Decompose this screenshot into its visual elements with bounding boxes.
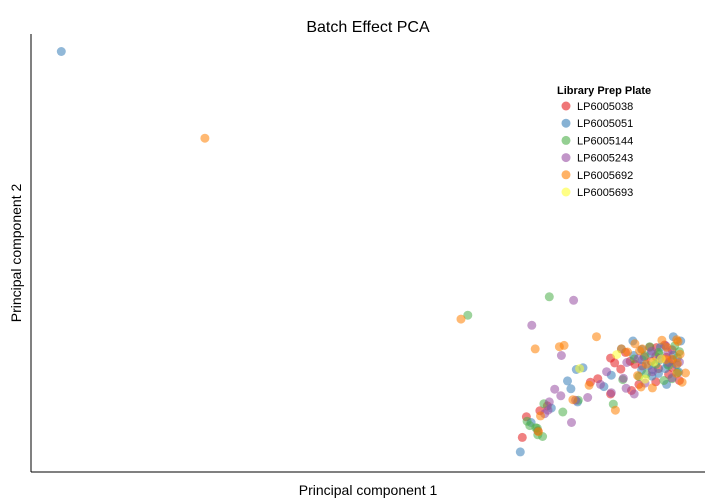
- legend-swatch-LP6005243: [561, 153, 571, 163]
- data-point-LP6005692-25: [610, 405, 620, 415]
- data-point-LP6005243-23: [621, 383, 631, 393]
- data-point-LP6005243-5: [544, 397, 554, 407]
- data-points: [56, 47, 690, 457]
- data-point-LP6005243-27: [543, 405, 553, 415]
- x-axis-label: Principal component 1: [299, 482, 438, 498]
- data-point-LP6005692-23: [635, 346, 645, 356]
- data-point-LP6005243-17: [629, 389, 639, 399]
- legend-item-LP6005692: LP6005692: [561, 170, 633, 182]
- data-point-LP6005243-8: [583, 393, 593, 402]
- data-point-LP6005692-16: [633, 371, 643, 381]
- legend-swatch-LP6005051: [561, 118, 571, 128]
- data-point-LP6005051-28: [515, 447, 525, 457]
- data-point-LP6005692-7: [630, 339, 640, 349]
- legend-label-LP6005692: LP6005692: [577, 170, 633, 182]
- data-point-LP6005144-15: [659, 376, 669, 385]
- data-point-LP6005243-22: [567, 418, 576, 427]
- data-point-LP6005038-2: [517, 432, 527, 442]
- legend-item-LP6005051: LP6005051: [561, 118, 633, 130]
- data-point-LP6005692-28: [536, 411, 545, 421]
- data-point-LP6005051-0: [56, 47, 66, 56]
- legend-item-LP6005693: LP6005693: [561, 187, 633, 199]
- data-point-LP6005243-3: [556, 391, 566, 401]
- data-point-LP6005243-0: [569, 295, 579, 305]
- legend-swatch-LP6005692: [561, 170, 571, 180]
- data-point-LP6005692-9: [657, 335, 667, 345]
- data-point-LP6005243-21: [647, 367, 657, 377]
- data-point-LP6005692-15: [636, 382, 646, 392]
- data-point-LP6005692-17: [641, 359, 651, 369]
- data-point-LP6005144-20: [558, 407, 568, 417]
- data-point-LP6005693-3: [656, 354, 666, 364]
- legend-item-LP6005144: LP6005144: [561, 135, 633, 147]
- legend-swatch-LP6005038: [561, 101, 571, 111]
- data-point-LP6005243-2: [556, 351, 566, 360]
- chart-title: Batch Effect PCA: [306, 19, 430, 36]
- legend-item-LP6005243: LP6005243: [561, 153, 633, 165]
- data-point-LP6005243-1: [527, 320, 537, 330]
- data-point-LP6005243-12: [622, 358, 632, 367]
- data-point-LP6005243-6: [550, 384, 560, 394]
- data-point-LP6005692-4: [592, 332, 601, 342]
- data-point-LP6005692-14: [647, 383, 657, 393]
- data-point-LP6005692-26: [568, 395, 578, 405]
- data-point-LP6005692-22: [672, 335, 682, 345]
- data-point-LP6005692-1: [456, 314, 466, 324]
- data-point-LP6005692-13: [677, 377, 687, 387]
- data-point-LP6005692-18: [662, 342, 672, 352]
- data-point-LP6005693-2: [640, 374, 650, 384]
- legend-item-LP6005038: LP6005038: [561, 101, 633, 113]
- data-point-LP6005243-9: [596, 379, 605, 389]
- data-point-LP6005693-1: [612, 350, 622, 360]
- data-point-LP6005692-29: [534, 427, 543, 437]
- legend-label-LP6005144: LP6005144: [577, 135, 633, 147]
- data-point-LP6005692-2: [530, 344, 540, 354]
- data-point-LP6005243-13: [647, 346, 657, 356]
- data-point-LP6005692-24: [584, 380, 594, 390]
- data-point-LP6005144-1: [544, 292, 554, 302]
- data-point-LP6005693-0: [575, 364, 585, 374]
- legend-swatch-LP6005693: [561, 187, 571, 197]
- legend: Library Prep Plate LP6005038 LP6005051 LP6…: [557, 85, 651, 199]
- legend-label-LP6005038: LP6005038: [577, 101, 633, 113]
- data-point-LP6005243-20: [633, 354, 643, 364]
- data-point-LP6005051-3: [563, 376, 572, 386]
- data-point-LP6005144-0: [463, 310, 473, 320]
- legend-label-LP6005693: LP6005693: [577, 187, 633, 199]
- data-point-LP6005038-5: [616, 364, 626, 374]
- legend-label-LP6005051: LP6005051: [577, 118, 633, 130]
- legend-title: Library Prep Plate: [557, 85, 651, 97]
- y-axis-label: Principal component 2: [8, 184, 24, 323]
- data-point-LP6005692-12: [681, 368, 690, 378]
- data-point-LP6005692-30: [672, 368, 682, 378]
- data-point-LP6005243-10: [606, 388, 616, 398]
- legend-label-LP6005243: LP6005243: [577, 153, 633, 165]
- data-point-LP6005692-19: [667, 354, 677, 364]
- data-point-LP6005243-11: [618, 373, 628, 383]
- data-point-LP6005692-21: [675, 349, 685, 359]
- data-point-LP6005693-4: [649, 357, 659, 367]
- legend-swatch-LP6005144: [561, 135, 571, 145]
- data-point-LP6005692-27: [559, 340, 569, 350]
- data-point-LP6005243-24: [602, 367, 612, 377]
- data-point-LP6005692-0: [200, 133, 210, 143]
- data-point-LP6005144-6: [522, 416, 532, 426]
- data-point-LP6005051-4: [566, 384, 576, 394]
- data-point-LP6005038-30: [610, 358, 620, 368]
- data-point-LP6005692-6: [623, 347, 632, 357]
